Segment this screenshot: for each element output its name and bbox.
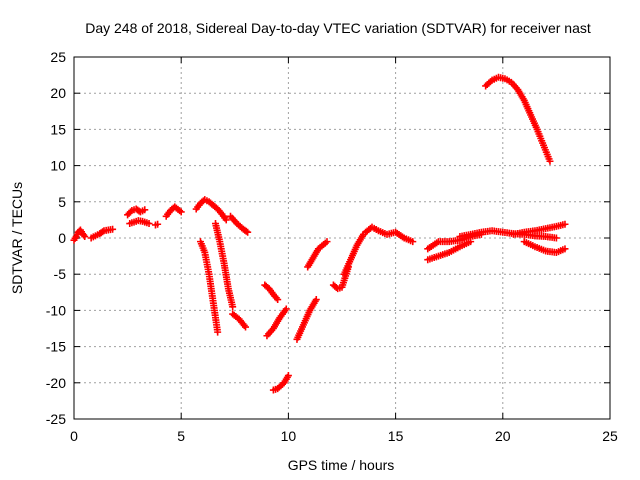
data-point	[552, 234, 560, 242]
data-point	[467, 238, 475, 246]
data-point	[284, 372, 292, 380]
series-arc-12	[261, 281, 282, 304]
series-arc-10	[227, 212, 252, 236]
series-arc-19	[362, 223, 417, 246]
series-arc-4	[126, 217, 153, 228]
data-point	[81, 233, 89, 241]
series-arc-14	[269, 372, 292, 394]
series-arc-16	[304, 238, 331, 271]
x-tick-label: 10	[281, 428, 297, 444]
series-arc-18	[340, 230, 367, 278]
x-tick-label: 25	[602, 428, 618, 444]
y-tick-label: 25	[50, 49, 66, 65]
data-point	[242, 227, 250, 235]
data-point	[229, 303, 237, 311]
data-point	[546, 157, 554, 165]
x-tick-label: 20	[495, 428, 511, 444]
x-tick-label: 15	[388, 428, 404, 444]
data-point	[323, 238, 331, 246]
y-tick-label: 15	[50, 121, 66, 137]
grid-lines	[74, 57, 610, 419]
y-tick-label: -10	[46, 302, 66, 318]
chart-title: Day 248 of 2018, Sidereal Day-to-day VTE…	[85, 20, 591, 36]
data-point	[154, 220, 162, 228]
data-point	[244, 228, 252, 236]
data-point	[214, 328, 222, 336]
y-tick-label: -5	[54, 266, 67, 282]
axis-ticks: 0 5 10 15 20 25 -25 -20 -15 -10 -5 0 5 10 15 20 25	[46, 49, 618, 444]
series-arc-24	[520, 238, 569, 256]
y-tick-label: -25	[46, 411, 66, 427]
data-series	[70, 73, 569, 394]
series-arc-1	[70, 226, 89, 244]
y-tick-label: 5	[58, 194, 66, 210]
data-point	[99, 228, 107, 236]
data-point	[109, 225, 117, 233]
data-point	[561, 245, 569, 253]
data-point	[312, 296, 320, 304]
series-arc-7	[192, 196, 230, 224]
data-point	[126, 208, 134, 216]
series-arc-25	[482, 73, 554, 165]
series-arc-5	[151, 220, 162, 229]
series-arc-11	[229, 310, 250, 331]
series-arc-15	[293, 296, 320, 343]
y-axis-label: SDTVAR / TECUs	[9, 182, 25, 294]
series-arc-13	[263, 305, 290, 340]
data-point	[145, 220, 153, 228]
y-tick-label: -15	[46, 339, 66, 355]
data-point	[177, 208, 185, 216]
data-point	[274, 296, 282, 304]
data-point	[242, 323, 250, 331]
series-arc-21	[424, 238, 475, 264]
series-arc-8	[196, 238, 222, 336]
data-point	[409, 238, 417, 246]
y-tick-label: -20	[46, 375, 66, 391]
data-point	[222, 216, 230, 224]
y-tick-label: 20	[50, 85, 66, 101]
x-tick-label: 0	[70, 428, 78, 444]
y-tick-label: 0	[58, 230, 66, 246]
x-tick-label: 5	[177, 428, 185, 444]
series-arc-6	[162, 203, 185, 220]
series-arc-2	[87, 225, 117, 242]
x-axis-label: GPS time / hours	[288, 457, 395, 473]
series-arc-3	[124, 205, 149, 219]
data-point	[282, 305, 290, 313]
data-point	[141, 206, 149, 214]
y-tick-label: 10	[50, 158, 66, 174]
data-point	[561, 220, 569, 228]
series-arc-9	[212, 220, 237, 311]
data-point	[80, 231, 88, 239]
series-arc-23	[510, 220, 569, 238]
